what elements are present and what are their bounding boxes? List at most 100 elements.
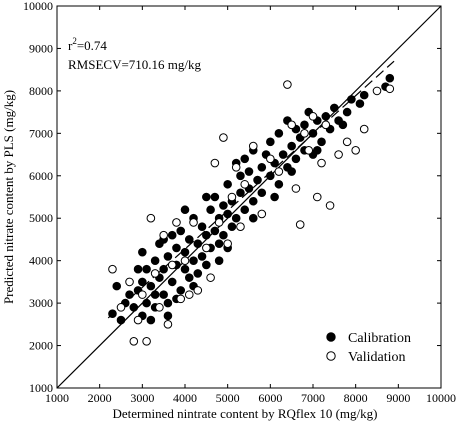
- x-tick-label: 2000: [88, 391, 112, 405]
- calibration-point: [231, 213, 241, 223]
- validation-point: [184, 290, 194, 299]
- validation-point: [202, 243, 211, 253]
- x-tick-label: 5000: [216, 391, 240, 405]
- validation-point: [180, 256, 190, 265]
- validation-point: [214, 218, 224, 227]
- calibration-point: [159, 264, 168, 274]
- calibration-point: [193, 239, 203, 248]
- calibration-point: [312, 146, 322, 155]
- r2-base: r: [68, 38, 73, 53]
- legend-marker-calibration: [326, 332, 336, 342]
- y-tick-label: 4000: [29, 254, 53, 268]
- calibration-point: [321, 112, 331, 121]
- validation-point: [372, 86, 382, 96]
- calibration-point: [257, 188, 267, 198]
- calibration-point: [274, 129, 284, 138]
- validation-point: [129, 337, 139, 346]
- calibration-point: [253, 175, 262, 185]
- validation-point: [283, 80, 292, 89]
- y-tick-label: 8000: [29, 84, 53, 98]
- r2-superscript: 2: [72, 36, 77, 46]
- calibration-point: [274, 179, 284, 189]
- validation-point: [291, 184, 301, 193]
- calibration-point: [138, 277, 147, 287]
- calibration-point: [180, 205, 190, 215]
- plot-frame: [56, 5, 442, 389]
- calibration-point: [219, 201, 228, 210]
- calibration-point: [223, 179, 232, 189]
- validation-point: [206, 273, 215, 282]
- calibration-point: [214, 256, 224, 265]
- calibration-point: [236, 188, 245, 198]
- validation-point: [342, 137, 352, 147]
- calibration-point: [266, 171, 275, 181]
- validation-point: [189, 218, 198, 227]
- y-tick-label: 2000: [29, 339, 53, 353]
- calibration-point: [150, 256, 160, 265]
- x-tick-label: 7000: [301, 391, 325, 405]
- y-tick-label: 3000: [29, 296, 53, 310]
- validation-point: [172, 218, 181, 227]
- x-tick-label: 3000: [130, 391, 154, 405]
- validation-point: [359, 124, 369, 134]
- calibration-point: [133, 264, 143, 274]
- calibration-point: [266, 137, 275, 147]
- legend-marker-validation: [326, 351, 336, 361]
- calibration-point: [278, 150, 288, 159]
- axes: 1000 2000 3000 4000 5000 6000 7000 8000 9000 1000…: [23, 0, 456, 405]
- calibration-point: [317, 137, 326, 147]
- calibration-point: [172, 243, 181, 253]
- legend-label-validation: Validation: [348, 350, 406, 365]
- calibration-point: [163, 311, 173, 321]
- validation-point: [240, 179, 250, 189]
- validation-point: [274, 167, 284, 176]
- validation-point: [163, 320, 173, 329]
- calibration-point: [176, 286, 186, 295]
- calibration-point: [210, 192, 220, 202]
- calibration-point: [197, 252, 207, 261]
- calibration-point: [184, 273, 194, 282]
- validation-point: [219, 133, 228, 142]
- y-tick-label: 6000: [29, 169, 53, 183]
- validation-point: [146, 213, 156, 223]
- x-tick-label: 4000: [173, 391, 197, 405]
- legend: Calibration Validation: [326, 331, 411, 365]
- calibration-point: [197, 222, 207, 232]
- calibration-point: [248, 196, 258, 206]
- calibration-point: [244, 167, 254, 176]
- y-axis-label: Predicted nitrate content by PLS (mg/kg): [1, 90, 16, 304]
- validation-point: [287, 120, 296, 130]
- calibration-point: [330, 103, 339, 113]
- validation-point: [266, 154, 275, 164]
- validation-point: [325, 201, 335, 210]
- calibration-point: [347, 95, 356, 104]
- y-tick-label: 7000: [29, 126, 53, 140]
- validation-point: [116, 303, 126, 312]
- calibration-point: [146, 315, 156, 325]
- calibration-point: [210, 226, 220, 236]
- calibration-point: [287, 167, 296, 176]
- calibration-point: [240, 205, 250, 215]
- calibration-point: [142, 298, 151, 308]
- calibration-point: [308, 129, 318, 138]
- validation-point: [142, 337, 151, 346]
- calibration-point: [129, 303, 139, 312]
- validation-point: [223, 239, 232, 248]
- calibration-point: [189, 256, 198, 265]
- validation-point: [227, 192, 237, 202]
- calibration-point: [287, 141, 296, 151]
- calibration-point: [223, 209, 232, 219]
- y-tick-label: 10000: [23, 0, 53, 13]
- validation-point: [308, 112, 318, 121]
- validation-point: [231, 162, 241, 172]
- validation-point: [138, 290, 147, 299]
- calibration-point: [240, 154, 250, 164]
- validation-point: [351, 146, 360, 155]
- x-tick-label: 9000: [386, 391, 410, 405]
- legend-label-calibration: Calibration: [348, 331, 411, 346]
- rmsecv-annotation: RMSECV=710.16 mg/kg: [68, 57, 202, 72]
- calibration-point: [184, 235, 194, 244]
- y-tick-label: 9000: [29, 41, 53, 55]
- calibration-point: [227, 222, 237, 232]
